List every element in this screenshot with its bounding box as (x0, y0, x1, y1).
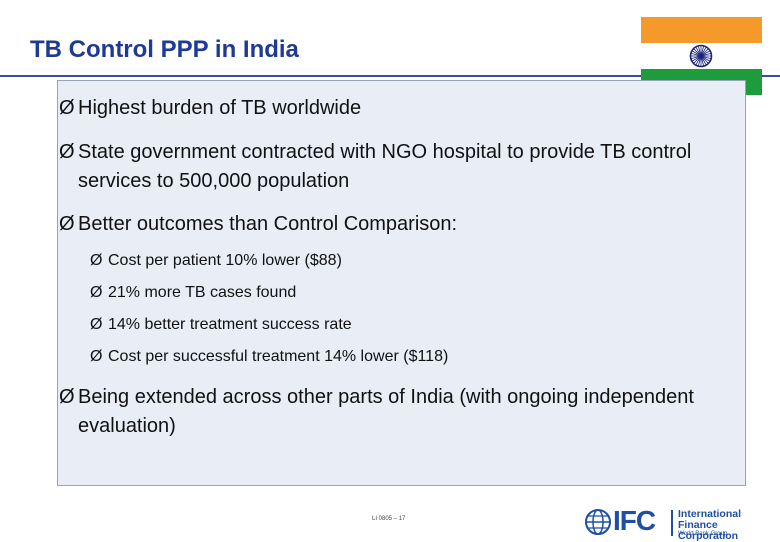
bullet-arrow: Ø (59, 386, 75, 408)
sub-bullet-text: Cost per successful treatment 14% lower … (108, 348, 449, 365)
title-rule (0, 75, 780, 77)
bullet-1: Ø Highest burden of TB worldwide (59, 94, 739, 123)
ifc-logo-mark: IFC (613, 505, 656, 536)
bullet-2: Ø State government contracted with NGO h… (59, 138, 719, 196)
india-flag (641, 17, 762, 95)
logo-group-label: World Bank Group (678, 531, 728, 537)
bullet-text: Better outcomes than Control Comparison: (78, 213, 458, 235)
bullet-arrow: Ø (59, 141, 75, 163)
sub-bullet-arrow: Ø (90, 252, 103, 269)
sub-bullet-arrow: Ø (90, 284, 103, 301)
slide-title: TB Control PPP in India (30, 36, 299, 63)
bullet-text: Being extended across other parts of Ind… (78, 386, 694, 437)
logo-name-line2: Finance Corporation (678, 519, 739, 542)
sub-bullet-3: Ø 14% better treatment success rate (90, 314, 710, 336)
sub-bullet-text: 14% better treatment success rate (108, 316, 352, 333)
footer-slide-code: LI 0805 – 17 (372, 516, 406, 522)
sub-bullet-text: Cost per patient 10% lower ($88) (108, 252, 342, 269)
bullet-text: State government contracted with NGO hos… (78, 141, 692, 192)
ifc-logo: IFC International Finance Corporation Wo… (585, 505, 777, 542)
flag-saffron-band (641, 17, 762, 43)
bullet-text: Highest burden of TB worldwide (78, 97, 362, 119)
bullet-arrow: Ø (59, 97, 75, 119)
bullet-3: Ø Better outcomes than Control Compariso… (59, 210, 739, 239)
sub-bullet-text: 21% more TB cases found (108, 284, 297, 301)
logo-name-line1: International (678, 508, 742, 520)
bullet-arrow: Ø (59, 213, 75, 235)
content-box (57, 80, 746, 486)
ifc-logo-name: International Finance Corporation (678, 509, 777, 542)
logo-divider (671, 510, 673, 536)
sub-bullet-arrow: Ø (90, 316, 103, 333)
sub-bullet-1: Ø Cost per patient 10% lower ($88) (90, 250, 710, 272)
globe-icon (585, 509, 611, 535)
sub-bullet-arrow: Ø (90, 348, 103, 365)
sub-bullet-2: Ø 21% more TB cases found (90, 282, 710, 304)
bullet-4: Ø Being extended across other parts of I… (59, 383, 719, 441)
sub-bullet-4: Ø Cost per successful treatment 14% lowe… (90, 346, 710, 368)
ashoka-chakra-icon (689, 44, 713, 68)
